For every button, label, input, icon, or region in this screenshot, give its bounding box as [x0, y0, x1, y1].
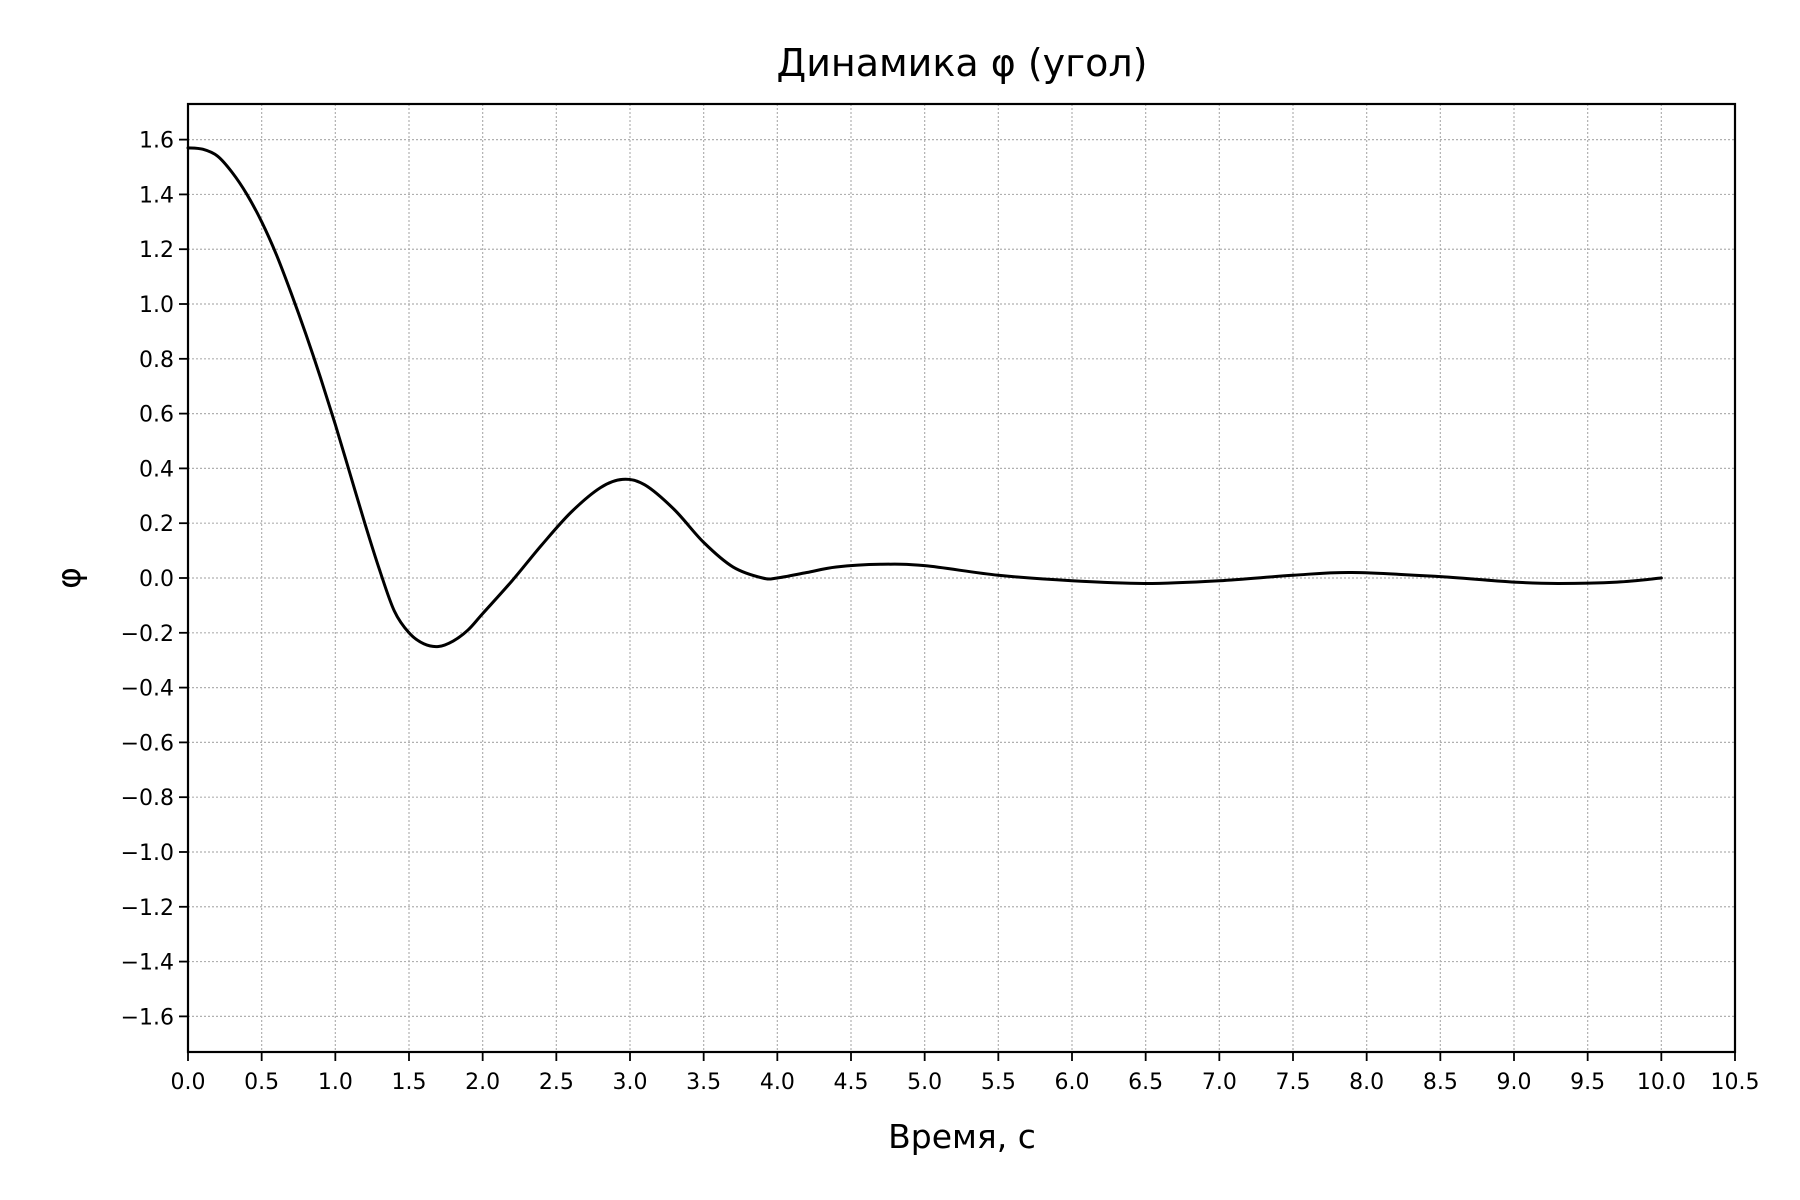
x-tick-label: 10.5 [1711, 1070, 1760, 1095]
x-tick-label: 10.0 [1637, 1070, 1686, 1095]
x-tick-label: 8.5 [1423, 1070, 1458, 1095]
y-tick-label: 0.6 [139, 403, 174, 428]
y-tick-label: −1.4 [121, 951, 174, 976]
y-tick-label: −0.8 [121, 786, 174, 811]
x-tick-label: 8.0 [1349, 1070, 1384, 1095]
y-tick-label: −0.4 [121, 677, 174, 702]
y-tick-label: −0.6 [121, 731, 174, 756]
y-tick-label: 1.0 [139, 293, 174, 318]
x-tick-label: 4.5 [834, 1070, 869, 1095]
x-tick-label: 2.5 [539, 1070, 574, 1095]
y-tick-label: −0.2 [121, 622, 174, 647]
x-tick-label: 5.0 [907, 1070, 942, 1095]
y-tick-label: −1.0 [121, 841, 174, 866]
grid [187, 104, 1736, 1052]
x-tick-label: 1.0 [318, 1070, 353, 1095]
x-tick-label: 3.0 [613, 1070, 648, 1095]
y-tick-label: 0.2 [139, 512, 174, 537]
y-tick-label: −1.2 [121, 896, 174, 921]
y-axis-label: φ [49, 567, 88, 589]
y-tick-label: 0.8 [139, 348, 174, 373]
x-tick-label: 4.0 [760, 1070, 795, 1095]
x-tick-label: 1.5 [392, 1070, 427, 1095]
y-tick-label: −1.6 [121, 1005, 174, 1030]
ticks: 0.0 0.5 1.0 1.5 2.0 2.5 3.0 3.5 4.0 4.5 5.0 5.5 6.0 6… [121, 129, 1760, 1095]
x-tick-label: 2.0 [465, 1070, 500, 1095]
x-tick-label: 6.5 [1128, 1070, 1163, 1095]
x-tick-label: 0.0 [171, 1070, 206, 1095]
y-tick-label: 0.0 [139, 567, 174, 592]
x-tick-label: 5.5 [981, 1070, 1016, 1095]
x-tick-label: 0.5 [244, 1070, 279, 1095]
x-axis-label: Время, с [888, 1117, 1036, 1156]
y-tick-label: 1.2 [139, 238, 174, 263]
series-line [186, 146, 1663, 649]
x-tick-label: 9.5 [1570, 1070, 1605, 1095]
x-tick-label: 3.5 [686, 1070, 721, 1095]
y-tick-label: 1.4 [139, 183, 174, 208]
x-tick-label: 7.5 [1276, 1070, 1311, 1095]
chart-title: Динамика φ (угол) [777, 41, 1148, 85]
series-layer [186, 146, 1663, 649]
x-tick-label: 7.0 [1202, 1070, 1237, 1095]
y-tick-label: 0.4 [139, 457, 174, 482]
x-tick-label: 9.0 [1497, 1070, 1532, 1095]
y-tick-label: 1.6 [139, 129, 174, 154]
x-tick-label: 6.0 [1055, 1070, 1090, 1095]
